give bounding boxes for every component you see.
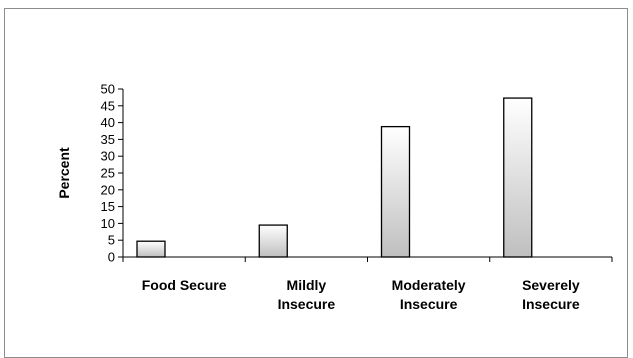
x-axis	[122, 256, 613, 262]
category-label: Food Secure	[142, 277, 227, 293]
y-tick-label: 0	[108, 250, 115, 265]
category-label: Severely Insecure	[522, 277, 580, 312]
category-label: Moderately Insecure	[392, 277, 466, 312]
bar-moderately-insecure	[380, 125, 411, 258]
y-tick-label: 40	[101, 115, 115, 130]
y-tick-label: 15	[101, 199, 115, 214]
category-labels: Food Secure Mildly Insecure Moderately Insec…	[142, 277, 580, 312]
y-tick-label: 5	[108, 233, 115, 248]
bars	[136, 97, 533, 258]
y-tick-label: 10	[101, 216, 115, 231]
y-tick-label: 35	[101, 132, 115, 147]
y-tick-label: 30	[101, 149, 115, 164]
y-tick-label: 20	[101, 182, 115, 197]
bar-mildly-insecure	[258, 224, 288, 258]
y-tick-label: 25	[101, 166, 115, 181]
y-tick-label: 50	[101, 82, 115, 97]
bar-severely-insecure	[503, 97, 533, 258]
category-label: Mildly Insecure	[278, 277, 336, 312]
y-axis-title: Percent	[56, 147, 72, 199]
bar-food-secure	[136, 240, 166, 258]
y-tick-label: 45	[101, 98, 115, 113]
